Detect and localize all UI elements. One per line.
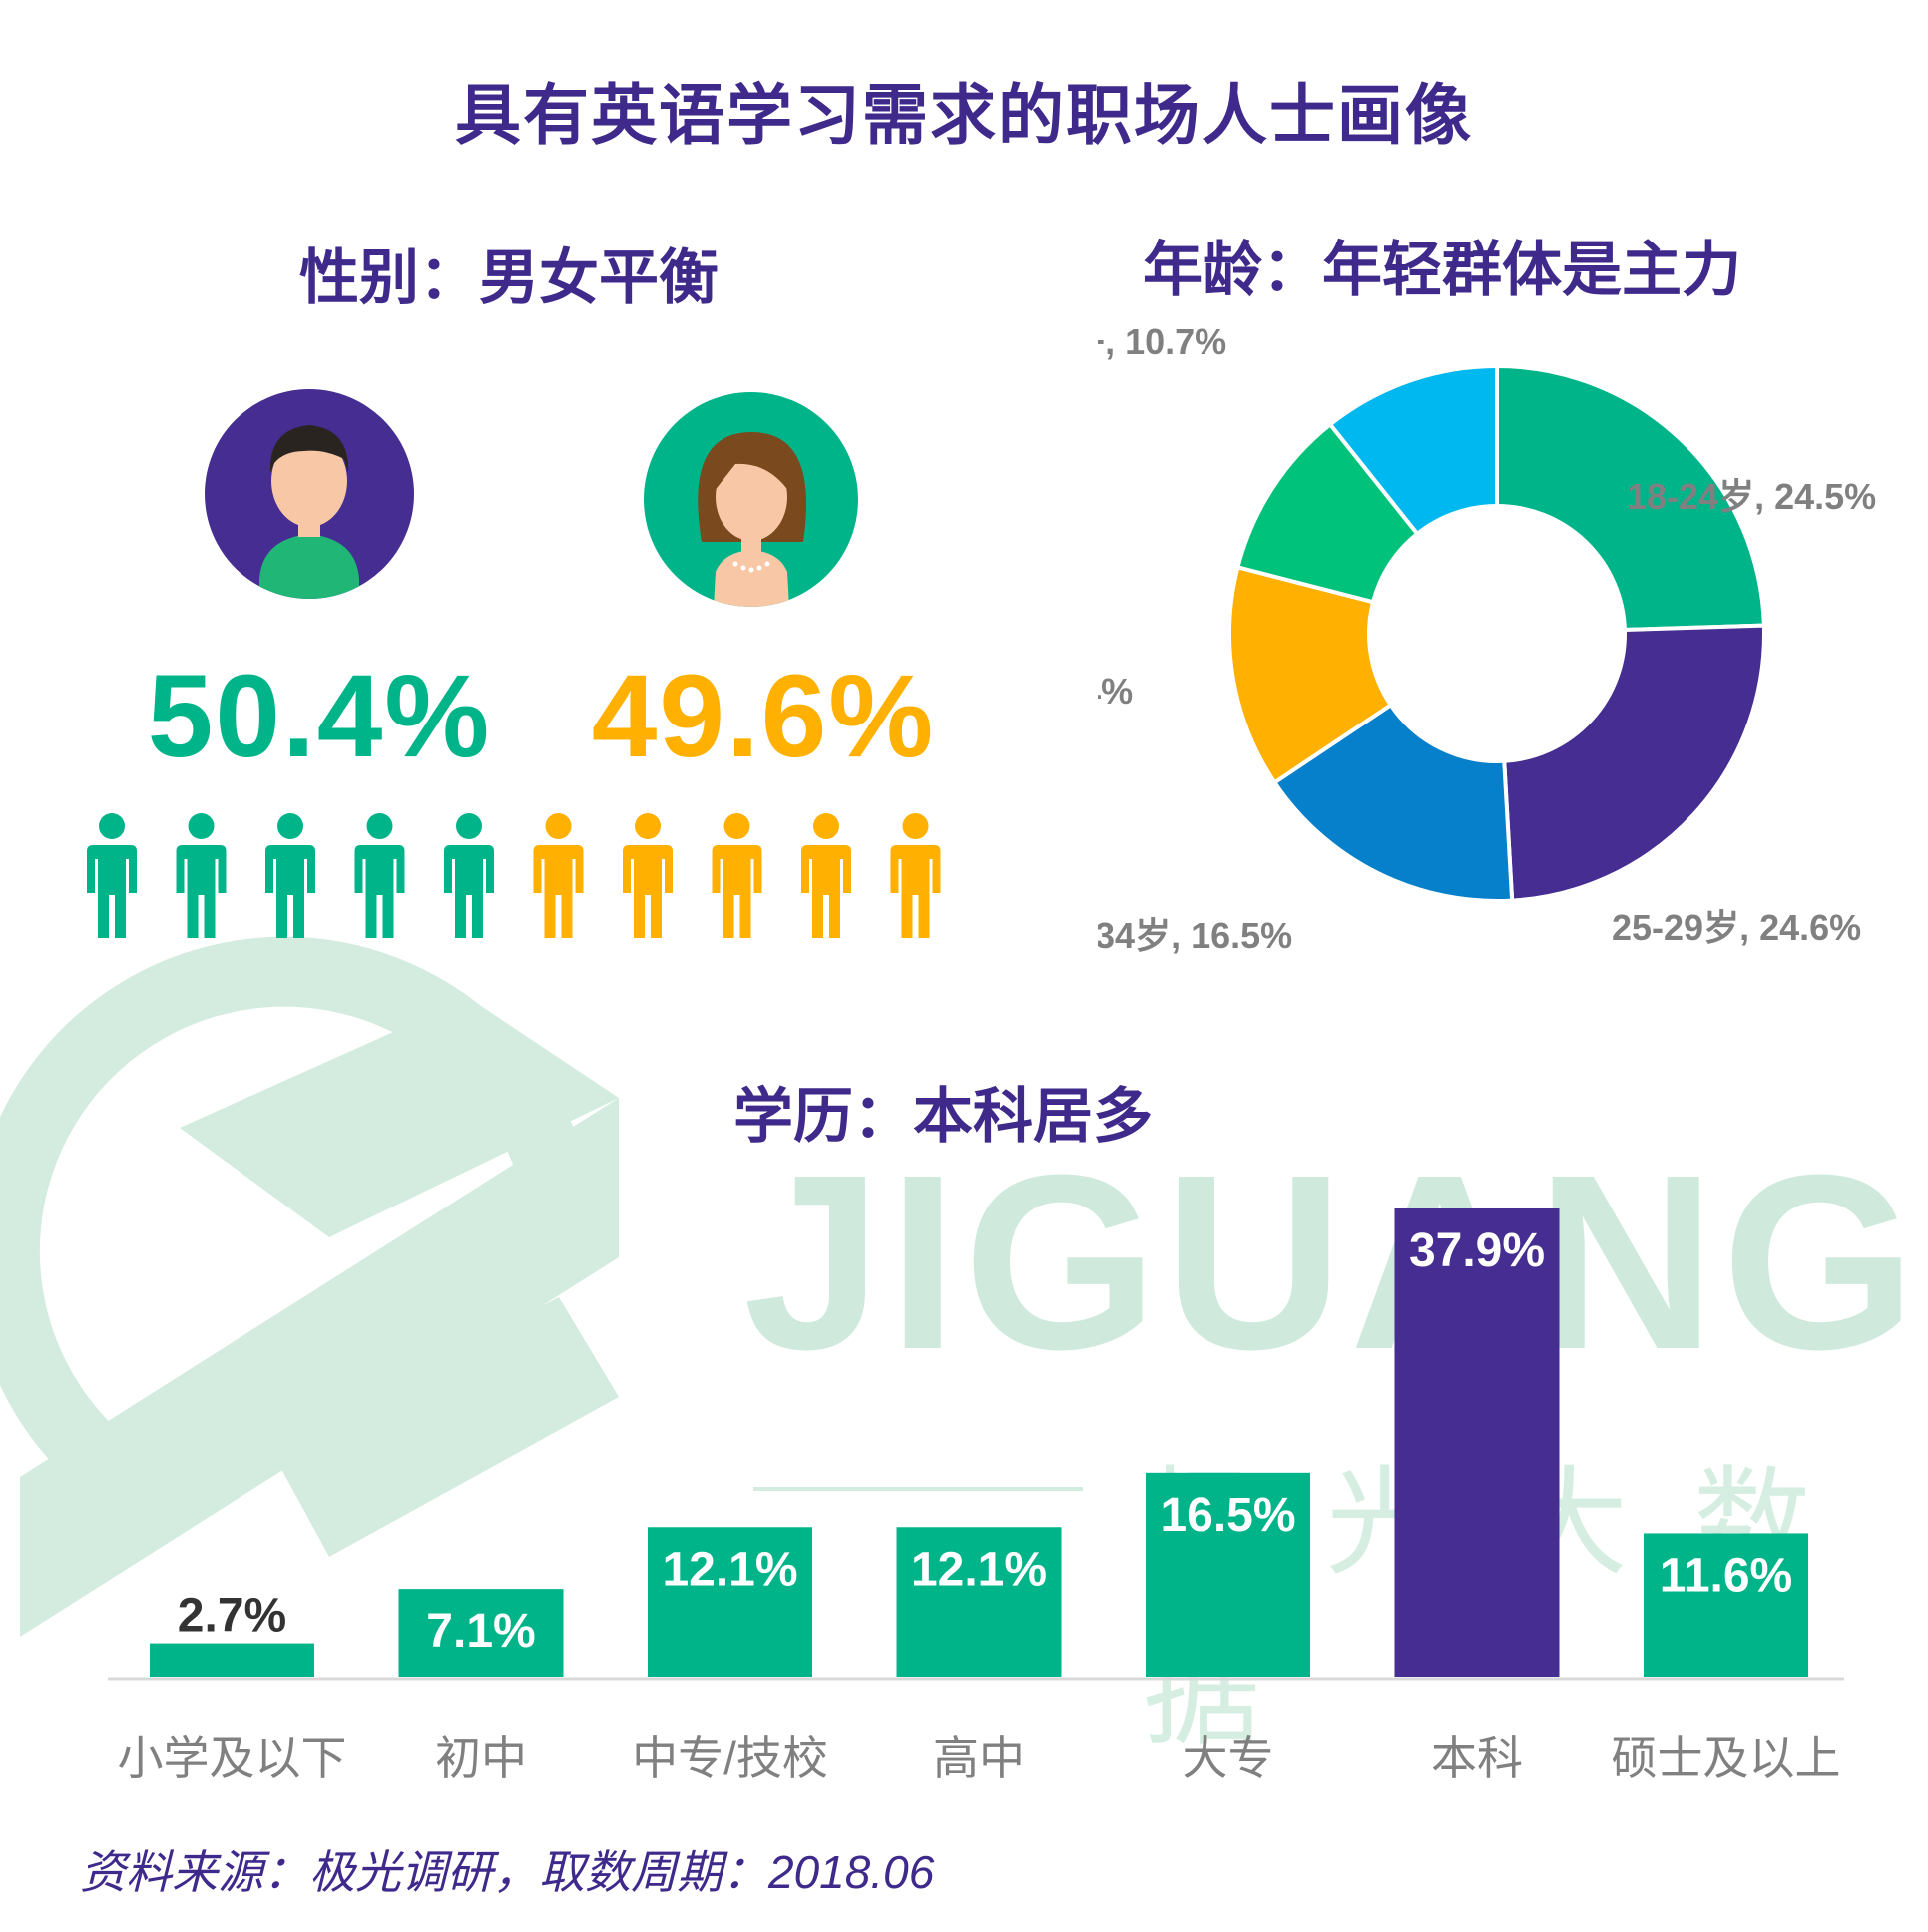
- bar: [1146, 1472, 1310, 1677]
- donut-slice: [1327, 363, 1499, 537]
- person-icon: [176, 813, 227, 938]
- person-icon: [623, 813, 673, 938]
- bar-value-label: 12.1%: [662, 1543, 797, 1596]
- person-icon: [265, 813, 315, 938]
- category-label: 中专/技校: [632, 1732, 828, 1784]
- category-label: 硕士及以上: [1612, 1732, 1841, 1784]
- education-bar-chart: 2.7% 小学及以下 7.1% 初中 12.1% 中专/技校 12.1% 高中 16.5% 大专 3…: [108, 1208, 1844, 1784]
- people-icon-row: [87, 813, 941, 938]
- person-icon: [890, 813, 941, 938]
- person-icon: [712, 813, 762, 938]
- person-icon: [354, 813, 405, 938]
- watermark-brand: JIGUANG: [743, 1123, 1923, 1401]
- category-label: 大专: [1183, 1732, 1274, 1784]
- donut-slice: [1502, 623, 1766, 903]
- person-icon: [533, 813, 584, 938]
- donut-label: 18-24岁, 24.5%: [1627, 476, 1876, 517]
- bar-value-label: 37.9%: [1409, 1224, 1545, 1277]
- bar: [1394, 1208, 1560, 1677]
- donut-slice: [1227, 564, 1394, 786]
- category-label: 高中: [933, 1732, 1025, 1784]
- female-avatar: [644, 392, 858, 607]
- female-figure-icon: [698, 432, 807, 607]
- donut-slice: [1271, 702, 1515, 903]
- bar: [398, 1589, 564, 1677]
- age-donut-chart: 18-24岁, 24.5% 25-29岁, 24.6% 30-34岁, 16.5% 3…: [1098, 321, 1876, 956]
- bar: [150, 1643, 314, 1677]
- education-heading: 学历：本科居多: [733, 1083, 1153, 1150]
- gender-heading: 性别：男女平衡: [299, 244, 719, 311]
- male-percent: 50.4%: [147, 651, 492, 782]
- donut-slice: [1495, 363, 1766, 633]
- male-figure-icon: [259, 425, 359, 599]
- donut-label: 45岁+, 10.7%: [1098, 321, 1226, 362]
- category-label: 小学及以下: [118, 1732, 347, 1784]
- bar: [896, 1527, 1062, 1677]
- person-icon: [444, 813, 494, 938]
- category-label: 本科: [1431, 1732, 1523, 1784]
- page-title: 具有英语学习需求的职场人士画像: [455, 78, 1473, 152]
- bar-value-label: 2.7%: [178, 1590, 286, 1643]
- age-heading: 年龄：年轻群体是主力: [1143, 237, 1741, 303]
- person-icon: [801, 813, 851, 938]
- female-percent: 49.6%: [591, 651, 936, 782]
- donut-label: 30-34岁, 16.5%: [1098, 915, 1292, 956]
- donut-label: 25-29岁, 24.6%: [1612, 907, 1861, 948]
- bar-value-label: 16.5%: [1160, 1489, 1295, 1542]
- source-note: 资料来源：极光调研，取数周期：2018.06: [80, 1846, 935, 1898]
- bar: [648, 1527, 812, 1677]
- bar-value-label: 11.6%: [1660, 1549, 1792, 1602]
- bar-value-label: 12.1%: [911, 1543, 1047, 1596]
- donut-label: 35-39岁, 13.4%: [1098, 671, 1133, 712]
- male-avatar: [205, 389, 414, 599]
- person-icon: [87, 813, 137, 938]
- bar: [1644, 1533, 1808, 1677]
- bar-value-label: 7.1%: [426, 1605, 535, 1658]
- category-label: 初中: [435, 1732, 527, 1784]
